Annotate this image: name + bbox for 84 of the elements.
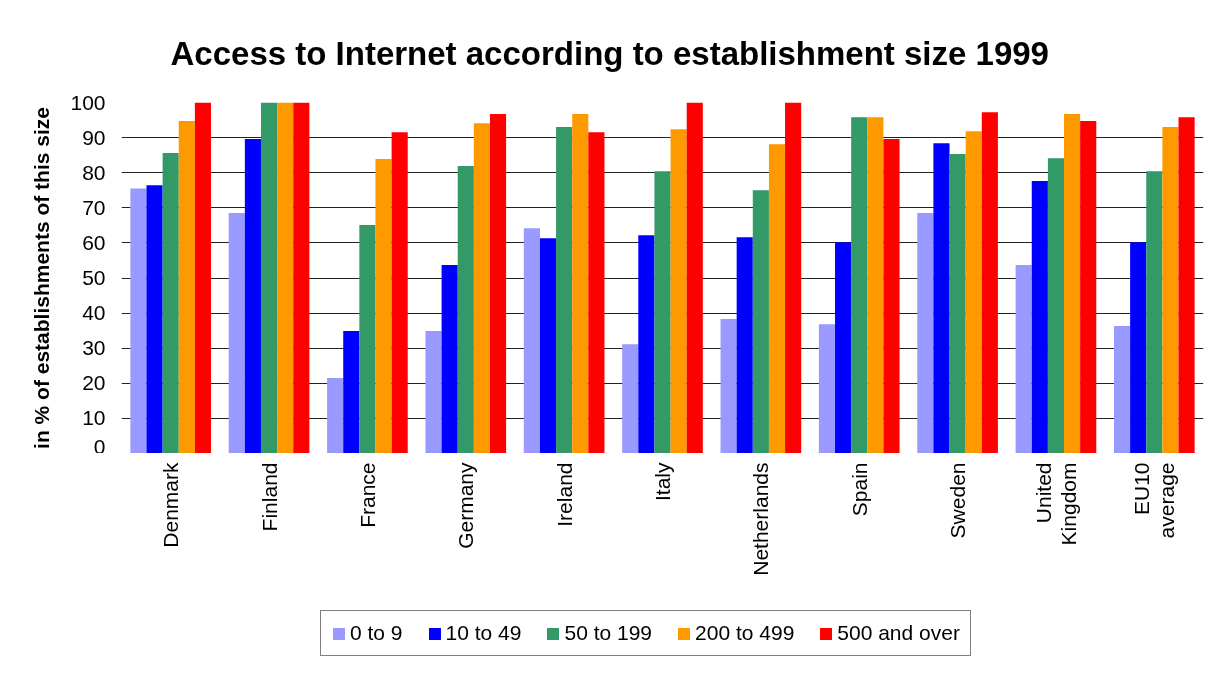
bar — [949, 154, 966, 453]
bar — [293, 102, 310, 453]
bar — [933, 143, 950, 453]
bar — [981, 112, 998, 453]
y-tick-label: 20 — [82, 371, 106, 395]
bar — [1031, 181, 1048, 453]
x-tick-label: Finland — [257, 462, 281, 532]
bar — [1064, 114, 1081, 453]
x-tick-label: Denmark — [159, 462, 183, 548]
y-tick-label: 90 — [82, 125, 106, 149]
bar — [965, 131, 982, 453]
bar — [736, 237, 753, 453]
bar — [670, 129, 687, 453]
bar — [1015, 265, 1032, 453]
y-tick-label: 70 — [82, 195, 106, 219]
bar — [638, 235, 655, 453]
bar — [883, 139, 900, 453]
bar — [457, 166, 474, 453]
y-axis-title: in % of establishments of this size — [30, 107, 54, 449]
bar — [867, 117, 884, 453]
y-tick-label: 0 — [93, 434, 106, 458]
y-tick-label: 40 — [82, 301, 106, 325]
bar — [343, 331, 360, 453]
x-tick-label: United Kingdom — [1031, 462, 1081, 546]
bar — [1047, 158, 1065, 453]
bar — [359, 225, 376, 453]
bar — [277, 102, 294, 453]
bar — [818, 324, 836, 453]
bar — [146, 185, 163, 453]
bar — [228, 213, 245, 453]
legend-label: 0 to 9 — [350, 621, 403, 645]
bar — [194, 102, 212, 453]
bar — [1130, 242, 1147, 453]
bar — [622, 344, 639, 453]
y-tick-label: 30 — [82, 336, 106, 360]
bar — [162, 153, 179, 453]
y-tick-label: 50 — [82, 266, 106, 289]
x-tick-label: EU10 average — [1130, 462, 1179, 539]
x-tick-label: Germany — [454, 462, 478, 549]
x-tick-label: Sweden — [946, 462, 970, 539]
bar — [785, 102, 802, 453]
x-tick-label: Spain — [847, 462, 871, 517]
bar — [556, 127, 573, 453]
bar — [851, 117, 868, 453]
bar — [1146, 171, 1163, 453]
y-tick-label: 60 — [82, 230, 106, 254]
x-tick-label: France — [355, 462, 379, 528]
bar — [686, 102, 703, 453]
bar — [752, 190, 769, 453]
bar — [473, 123, 490, 453]
bar — [720, 319, 737, 453]
bar — [375, 159, 392, 453]
legend-label: 200 to 499 — [695, 621, 795, 645]
bar — [391, 132, 408, 453]
bar — [523, 228, 540, 453]
legend-label: 50 to 199 — [564, 621, 653, 645]
x-tick-label: Ireland — [552, 462, 576, 527]
legend-label: 500 and over — [837, 621, 960, 645]
x-tick-label: Italy — [651, 462, 674, 502]
legend-label: 10 to 49 — [445, 621, 522, 645]
bar — [260, 102, 278, 453]
y-tick-label: 80 — [82, 160, 106, 184]
bar — [441, 265, 458, 453]
bar — [654, 171, 671, 453]
bar — [244, 139, 261, 453]
bar — [178, 121, 195, 453]
bar — [835, 242, 852, 453]
bar — [1080, 121, 1097, 453]
bar — [588, 132, 605, 453]
bar — [572, 114, 589, 453]
bar — [130, 188, 147, 453]
x-tick-label: Netherlands — [749, 462, 773, 576]
y-tick-label: 100 — [70, 90, 106, 114]
chart-title: Access to Internet according to establishment size 1999 — [170, 34, 1049, 72]
y-tick-label: 10 — [82, 406, 106, 430]
bar — [539, 238, 557, 453]
bar — [1162, 127, 1179, 453]
bar — [425, 331, 442, 453]
bar — [1113, 326, 1131, 453]
bar — [327, 378, 344, 453]
bar — [489, 114, 507, 453]
bar — [1178, 117, 1195, 453]
bar — [768, 144, 786, 453]
bar — [917, 213, 934, 453]
